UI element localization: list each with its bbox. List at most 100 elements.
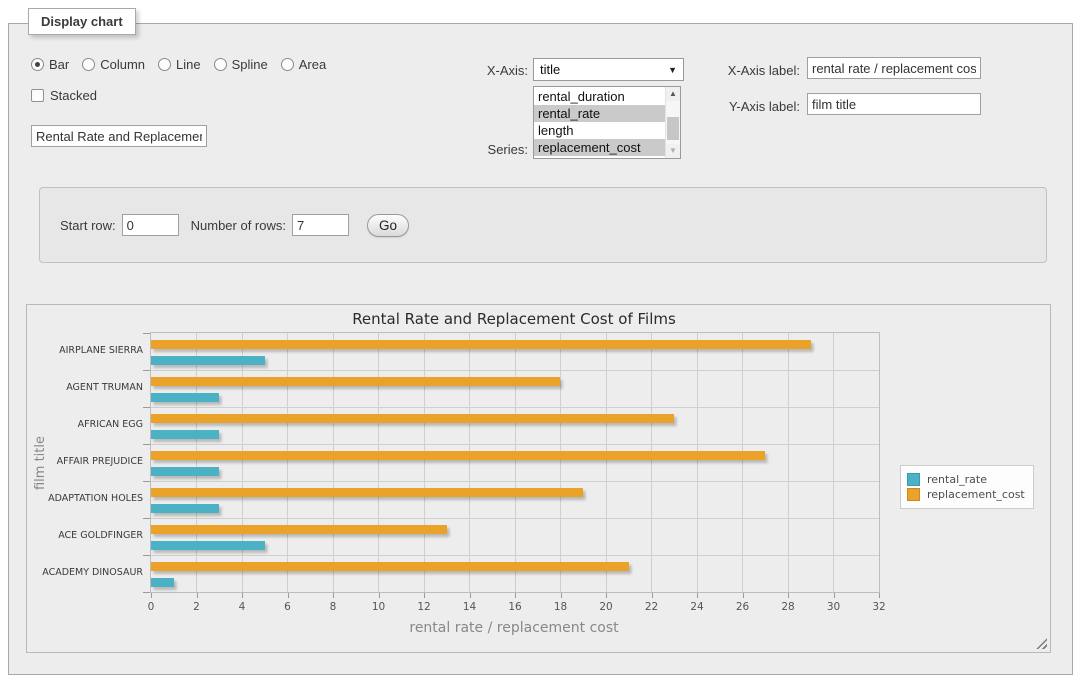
legend-swatch xyxy=(907,473,920,486)
chart-title: Rental Rate and Replacement Cost of Film… xyxy=(150,310,878,328)
x-tick-label: 4 xyxy=(224,601,260,613)
bar-rental_rate xyxy=(151,430,219,439)
y-tick-mark xyxy=(143,407,150,408)
bar-rental_rate xyxy=(151,578,174,587)
radio-icon xyxy=(82,58,95,71)
series-multiselect[interactable]: rental_durationrental_ratelengthreplacem… xyxy=(533,86,681,159)
gridline-vertical xyxy=(697,333,698,592)
chart-type-radio-spline[interactable]: Spline xyxy=(214,57,268,72)
x-axis-select[interactable]: title ▼ xyxy=(533,58,684,81)
gridline-horizontal xyxy=(151,370,879,371)
chart-type-radio-column[interactable]: Column xyxy=(82,57,145,72)
bar-replacement_cost xyxy=(151,340,811,349)
gridline-vertical xyxy=(788,333,789,592)
chart-type-radio-bar[interactable]: Bar xyxy=(31,57,69,72)
gridline-vertical xyxy=(833,333,834,592)
x-tick-label: 6 xyxy=(270,601,306,613)
page: Display chart Bar Column Line Spline Area St… xyxy=(0,0,1081,681)
num-rows-input[interactable] xyxy=(292,214,349,236)
bar-replacement_cost xyxy=(151,451,765,460)
gridline-horizontal xyxy=(151,481,879,482)
category-label: AFFAIR PREJUDICE xyxy=(27,443,143,480)
gridline-horizontal xyxy=(151,407,879,408)
series-option-length[interactable]: length xyxy=(534,122,665,139)
plot-area xyxy=(150,332,880,593)
num-rows-label: Number of rows: xyxy=(191,218,286,233)
gridline-horizontal xyxy=(151,555,879,556)
bar-replacement_cost xyxy=(151,414,674,423)
x-axis-title: rental rate / replacement cost xyxy=(150,620,878,636)
scroll-down-icon[interactable]: ▼ xyxy=(666,144,680,158)
x-tick-mark xyxy=(743,593,744,598)
x-tick-label: 2 xyxy=(179,601,215,613)
chart-legend: rental_rate replacement_cost xyxy=(900,465,1034,509)
stacked-checkbox[interactable] xyxy=(31,89,44,102)
x-tick-mark xyxy=(697,593,698,598)
series-option-rental_duration[interactable]: rental_duration xyxy=(534,88,665,105)
x-tick-label: 16 xyxy=(497,601,533,613)
x-axis-label: X-Axis: xyxy=(413,63,528,78)
start-row-input[interactable] xyxy=(122,214,179,236)
gridline-vertical xyxy=(606,333,607,592)
series-option-rental_rate[interactable]: rental_rate xyxy=(534,105,665,122)
bar-replacement_cost xyxy=(151,377,560,386)
stacked-label: Stacked xyxy=(50,88,97,103)
bar-rental_rate xyxy=(151,356,265,365)
y-tick-mark xyxy=(143,370,150,371)
y-axis-label-input[interactable] xyxy=(807,93,981,115)
category-label: ADAPTATION HOLES xyxy=(27,480,143,517)
gridline-vertical xyxy=(560,333,561,592)
y-axis-label-caption: Y-Axis label: xyxy=(665,99,800,114)
x-tick-label: 28 xyxy=(770,601,806,613)
radio-label: Line xyxy=(176,57,201,72)
x-axis-label-input[interactable] xyxy=(807,57,981,79)
radio-label: Area xyxy=(299,57,326,72)
x-axis-selected-value: title xyxy=(540,62,560,77)
y-tick-mark xyxy=(143,481,150,482)
x-tick-mark xyxy=(379,593,380,598)
gridline-vertical xyxy=(242,333,243,592)
x-tick-mark xyxy=(606,593,607,598)
scrollbar[interactable]: ▲ ▼ xyxy=(665,87,680,158)
x-tick-label: 0 xyxy=(133,601,169,613)
x-tick-mark xyxy=(470,593,471,598)
x-tick-mark xyxy=(515,593,516,598)
x-tick-label: 32 xyxy=(861,601,897,613)
stacked-option[interactable]: Stacked xyxy=(31,88,97,103)
go-button[interactable]: Go xyxy=(367,214,409,237)
legend-label: rental_rate xyxy=(927,473,987,486)
series-option-replacement_cost[interactable]: replacement_cost xyxy=(534,139,665,156)
y-tick-mark xyxy=(143,555,150,556)
radio-icon xyxy=(214,58,227,71)
y-tick-mark xyxy=(143,518,150,519)
chart-type-radio-line[interactable]: Line xyxy=(158,57,201,72)
gridline-horizontal xyxy=(151,518,879,519)
x-tick-label: 22 xyxy=(634,601,670,613)
chart-title-input[interactable] xyxy=(31,125,207,147)
gridline-vertical xyxy=(651,333,652,592)
gridline-vertical xyxy=(333,333,334,592)
category-label: AGENT TRUMAN xyxy=(27,369,143,406)
x-tick-label: 24 xyxy=(679,601,715,613)
gridline-vertical xyxy=(196,333,197,592)
chart-type-radio-area[interactable]: Area xyxy=(281,57,326,72)
gridline-vertical xyxy=(287,333,288,592)
legend-label: replacement_cost xyxy=(927,488,1025,501)
panel-legend: Display chart xyxy=(28,8,136,35)
radio-label: Column xyxy=(100,57,145,72)
series-options: rental_durationrental_ratelengthreplacem… xyxy=(534,88,665,156)
resize-handle[interactable] xyxy=(1036,638,1047,649)
bar-rental_rate xyxy=(151,504,219,513)
bar-replacement_cost xyxy=(151,562,629,571)
x-tick-label: 30 xyxy=(816,601,852,613)
scrollbar-thumb[interactable] xyxy=(667,117,679,140)
gridline-vertical xyxy=(742,333,743,592)
x-tick-mark xyxy=(242,593,243,598)
radio-icon xyxy=(31,58,44,71)
x-tick-mark xyxy=(834,593,835,598)
display-chart-panel: BarColumnLineSplineArea Stacked X-Axis: … xyxy=(8,23,1073,675)
bar-rental_rate xyxy=(151,541,265,550)
radio-label: Bar xyxy=(49,57,69,72)
y-tick-mark xyxy=(143,333,150,334)
x-tick-label: 18 xyxy=(543,601,579,613)
